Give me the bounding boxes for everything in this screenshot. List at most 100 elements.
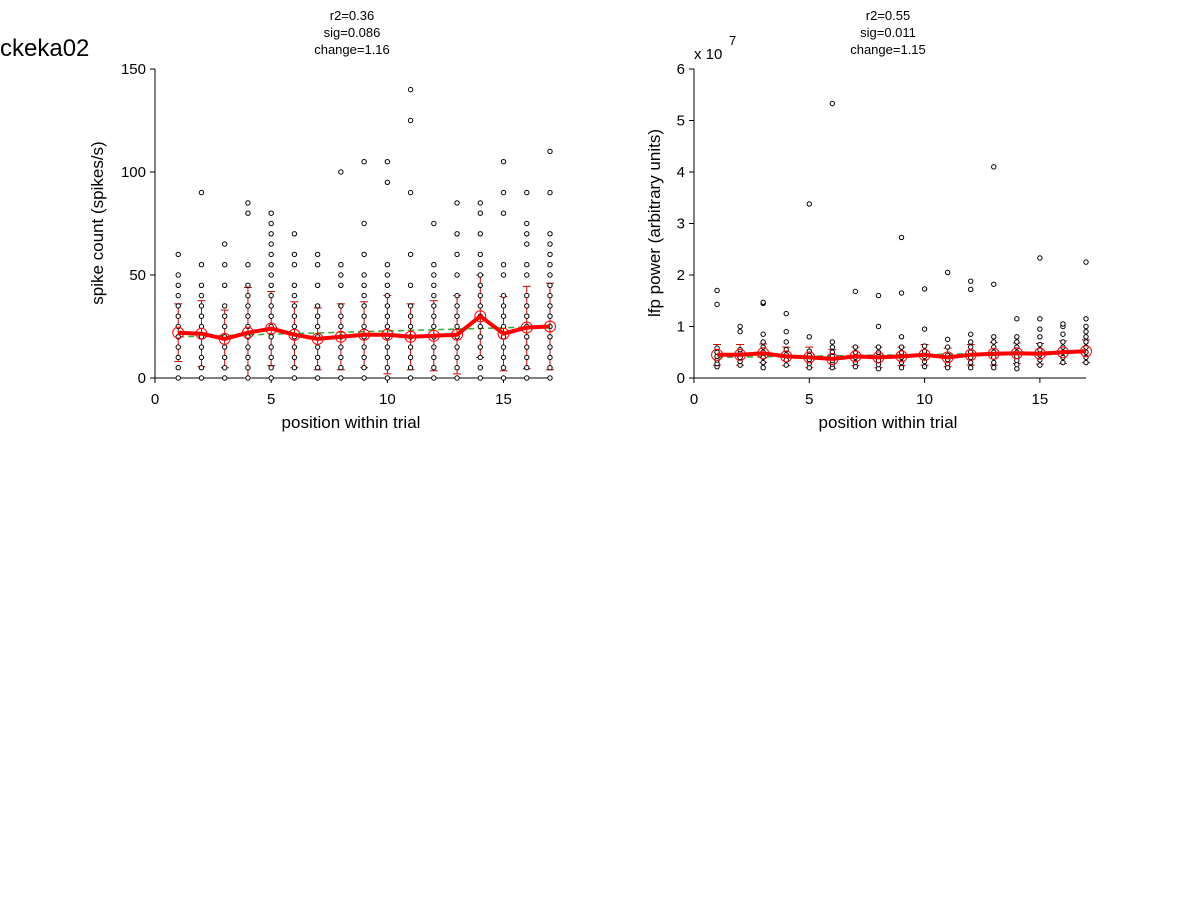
x-tick-label: 5 [267, 391, 275, 408]
data-point [547, 262, 553, 268]
mean-marker [427, 329, 440, 342]
data-point [361, 251, 367, 258]
data-point [454, 354, 460, 361]
data-point [291, 262, 298, 268]
data-point [547, 272, 553, 278]
data-point [524, 189, 530, 196]
data-point [547, 189, 553, 196]
annotation-sig: sig=0.011 [860, 25, 916, 40]
data-point [198, 282, 205, 288]
data-point [477, 200, 483, 206]
data-point [500, 189, 507, 196]
data-point [1083, 323, 1089, 330]
data-point [898, 365, 905, 371]
data-point [222, 323, 228, 330]
y-tick-label: 5 [677, 113, 685, 130]
data-point [1083, 316, 1089, 322]
data-point [944, 269, 951, 276]
y-exponent-label: x 10 [694, 46, 722, 63]
data-point [338, 272, 344, 278]
data-point [477, 365, 483, 371]
data-point [500, 344, 507, 350]
data-point [384, 159, 391, 165]
data-point [291, 251, 298, 258]
data-point [1083, 339, 1089, 345]
data-point [760, 339, 766, 345]
data-point [829, 339, 836, 345]
data-point [1083, 354, 1089, 361]
data-point [898, 359, 905, 366]
data-point [268, 272, 274, 278]
data-point [245, 262, 251, 268]
data-point [245, 303, 251, 309]
x-axis-label: position within trial [819, 413, 958, 432]
data-point [314, 282, 321, 288]
data-point [175, 313, 181, 319]
data-point [245, 210, 251, 216]
data-point [175, 365, 181, 371]
data-point [314, 354, 321, 361]
data-point [291, 365, 298, 371]
data-point [524, 334, 530, 340]
data-point [338, 365, 344, 371]
mean-line [178, 314, 551, 341]
mean-marker [711, 348, 724, 361]
data-point [198, 375, 205, 381]
y-exponent-power: 7 [729, 33, 736, 48]
data-point [338, 303, 344, 309]
data-point [1083, 328, 1089, 335]
data-point [875, 292, 882, 299]
mean-marker [311, 332, 324, 345]
data-point [547, 313, 553, 319]
mean-marker [987, 347, 1000, 360]
data-point [198, 354, 205, 361]
data-point [222, 282, 228, 288]
mean-marker [358, 328, 371, 341]
mean-marker [803, 351, 816, 364]
data-point [500, 303, 507, 309]
data-point [338, 354, 344, 361]
data-point [245, 282, 251, 288]
x-tick-label: 0 [690, 391, 698, 408]
data-point [477, 323, 483, 330]
data-point [454, 303, 460, 309]
data-point [291, 303, 298, 309]
data-point [245, 292, 251, 299]
figure-title: ckeka02 [0, 35, 89, 62]
data-point [291, 313, 298, 319]
data-point [245, 200, 251, 206]
data-point [338, 375, 344, 381]
data-point [431, 323, 437, 330]
mean-marker [780, 350, 793, 363]
mean-marker [451, 328, 464, 341]
data-point [454, 323, 460, 330]
data-point [222, 344, 228, 350]
data-point [338, 262, 344, 268]
data-point [875, 323, 882, 330]
data-point [921, 326, 928, 332]
data-point [268, 262, 274, 268]
data-point [500, 354, 507, 361]
data-point [524, 365, 530, 371]
data-point [222, 365, 228, 371]
data-point [547, 251, 553, 258]
data-point [1037, 316, 1043, 322]
y-axis-label: lfp power (arbitrary units) [645, 129, 664, 317]
data-point [268, 344, 274, 350]
data-point [760, 365, 766, 371]
data-point [714, 287, 720, 294]
y-tick-label: 3 [677, 216, 685, 233]
data-point [268, 354, 274, 361]
y-tick-label: 100 [121, 164, 146, 181]
data-point [524, 241, 530, 247]
annotation-r2: r2=0.55 [866, 8, 910, 23]
x-tick-label: 5 [805, 391, 813, 408]
data-point [384, 375, 391, 381]
data-point [1037, 341, 1043, 348]
data-point [806, 348, 812, 354]
mean-marker [218, 332, 231, 345]
data-point [547, 231, 553, 237]
annotation-r2: r2=0.36 [330, 8, 374, 23]
mean-marker [918, 348, 931, 361]
